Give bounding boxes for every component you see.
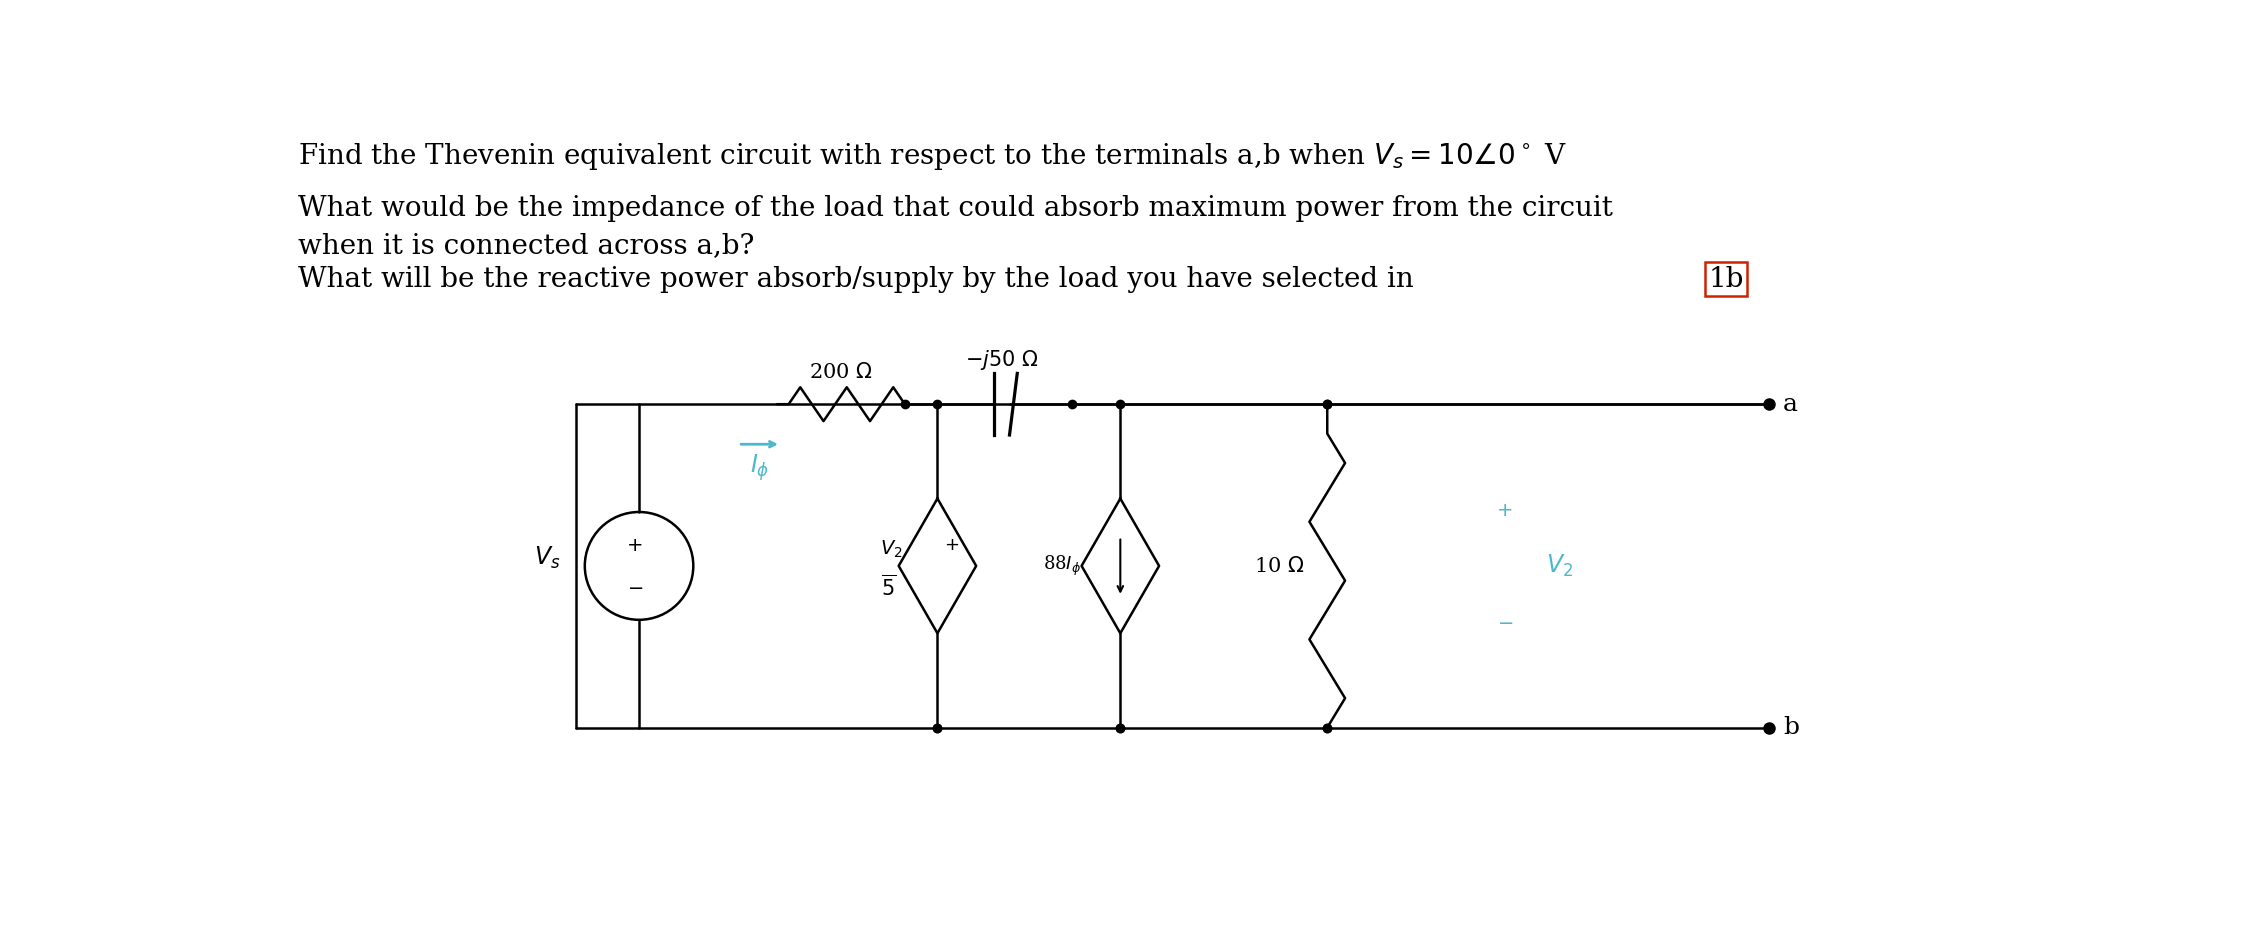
Text: $\overline{5}$: $\overline{5}$ [881,575,897,600]
Text: 10 $\Omega$: 10 $\Omega$ [1254,556,1304,576]
Text: $V_2$: $V_2$ [1547,552,1574,579]
Text: What would be the impedance of the load that could absorb maximum power from the: What would be the impedance of the load … [299,194,1612,221]
Text: What will be the reactive power absorb/supply by the load you have selected in: What will be the reactive power absorb/s… [299,266,1423,293]
Text: +: + [627,536,643,554]
Text: $V_s$: $V_s$ [535,545,560,571]
Text: $-j50\ \Omega$: $-j50\ \Omega$ [964,348,1039,372]
Text: b: b [1783,716,1798,739]
Text: Find the Thevenin equivalent circuit with respect to the terminals a,b when $V_s: Find the Thevenin equivalent circuit wit… [299,140,1567,172]
Text: $I_\phi$: $I_\phi$ [751,452,769,483]
Text: $-$: $-$ [1497,612,1513,631]
Text: $-$: $-$ [627,578,643,596]
Text: when it is connected across a,b?: when it is connected across a,b? [299,232,755,259]
Text: 200 $\Omega$: 200 $\Omega$ [809,362,872,382]
Text: a: a [1783,392,1798,416]
Text: 1b: 1b [1708,266,1744,293]
Text: $V_2$: $V_2$ [879,538,901,560]
Text: 88$I_\phi$: 88$I_\phi$ [1043,553,1081,578]
Text: +: + [1497,501,1513,520]
Text: +: + [944,536,960,554]
